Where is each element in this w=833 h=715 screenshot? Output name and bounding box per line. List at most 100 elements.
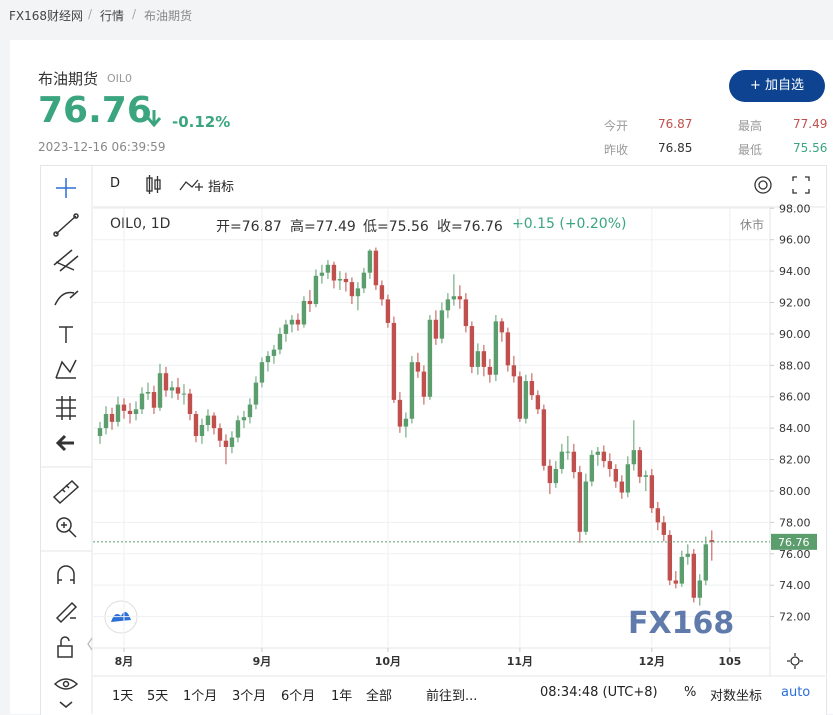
stat-label: 最低 (738, 143, 763, 157)
breadcrumb-link[interactable]: 行情 (100, 9, 125, 23)
candle-body (361, 272, 367, 289)
candle-body (493, 321, 499, 375)
candle-body (607, 461, 613, 469)
candle-body (475, 351, 481, 367)
candle-body (631, 450, 637, 465)
left-tools[interactable] (52, 178, 80, 708)
candle-body (571, 451, 577, 473)
clock: 08:34:48 (UTC+8) (540, 685, 658, 700)
range-button[interactable]: 6个月 (281, 689, 316, 704)
y-tick-label: 78.00 (779, 516, 811, 529)
stat-value: 76.87 (658, 117, 693, 131)
range-button[interactable]: 全部 (366, 689, 393, 704)
top-tools[interactable] (87, 175, 810, 669)
indicators-button[interactable]: 指标 (208, 180, 235, 195)
candle-body (469, 326, 475, 367)
candle-body (685, 553, 691, 557)
candle-body (481, 351, 487, 367)
x-tick-label: 9月 (253, 655, 272, 668)
candle-body (325, 264, 331, 273)
candle-body (145, 392, 151, 394)
candle-body (583, 481, 589, 532)
candle-body (193, 414, 199, 436)
breadcrumb-current: 布油期货 (144, 9, 193, 23)
candle-body (517, 376, 523, 419)
candle-body (589, 454, 595, 482)
x-tick-label: 10月 (375, 655, 401, 668)
goto-button[interactable]: 前往到... (426, 689, 478, 704)
candle-body (133, 409, 139, 415)
candle-body (187, 393, 193, 415)
candle-body (661, 522, 667, 535)
range-button[interactable]: 1天 (112, 689, 134, 704)
y-tick-label: 92.00 (779, 297, 811, 310)
range-button[interactable]: 3个月 (232, 689, 267, 704)
candle-body (331, 264, 337, 281)
candle-body (421, 371, 427, 397)
candle-body (229, 437, 235, 447)
candle-body (157, 373, 163, 408)
candle-body (349, 282, 355, 297)
instrument-name: 布油期货 (38, 70, 99, 88)
candle-body (289, 319, 295, 325)
candle-body (97, 428, 103, 436)
candle-body (505, 332, 511, 366)
candle-body (367, 250, 373, 273)
y-tick-label: 90.00 (779, 328, 811, 341)
candle-body (127, 410, 133, 415)
symbol-label[interactable]: OIL0, 1D (110, 216, 171, 232)
candle-body (397, 399, 403, 427)
price-badge (771, 533, 817, 550)
candle-body (109, 414, 115, 422)
candle-body (625, 464, 631, 493)
price-badge-label: 76.76 (778, 536, 810, 549)
last-price: 76.76 (38, 90, 152, 131)
x-tick-label: 8月 (115, 655, 134, 668)
interval-button[interactable]: D (110, 176, 121, 191)
instrument-code: OIL0 (107, 72, 133, 85)
candle-body (679, 556, 685, 584)
range-button[interactable]: 1年 (331, 689, 353, 704)
range-button[interactable]: 5天 (147, 689, 169, 704)
candle-body (277, 333, 283, 350)
y-tick-label: 86.00 (779, 391, 811, 404)
candle-body (565, 451, 571, 453)
candle-body (283, 324, 289, 334)
toolbars (40, 166, 825, 714)
candle-body (301, 300, 307, 325)
x-tick-label: 11月 (507, 655, 533, 668)
range-button[interactable]: 1个月 (183, 689, 218, 704)
candle-body (445, 299, 451, 311)
ohlc-open: 开=76.87 (216, 219, 282, 235)
candle-body (181, 393, 187, 395)
candle-body (199, 425, 205, 436)
candle-body (163, 373, 169, 391)
candle-body (313, 275, 319, 305)
candle-body (391, 322, 397, 400)
candle-body (223, 440, 229, 447)
candle-body (559, 451, 565, 469)
candle-body (307, 300, 313, 305)
down-arrow (146, 110, 162, 128)
auto-toggle[interactable]: auto (781, 685, 811, 700)
percent-toggle[interactable]: % (684, 685, 697, 700)
y-tick-label: 94.00 (779, 265, 811, 278)
breadcrumb-link[interactable]: FX168财经网 (9, 9, 84, 23)
candle-body (403, 418, 409, 427)
log-toggle[interactable]: 对数坐标 (710, 689, 763, 704)
candle-body (121, 404, 127, 411)
candle-body (463, 299, 469, 327)
candle-body (265, 355, 271, 363)
candle-body (295, 319, 301, 325)
y-tick-label: 74.00 (779, 579, 811, 592)
candle-body (205, 415, 211, 425)
candle-body (619, 481, 625, 493)
y-tick-label: 72.00 (779, 611, 811, 624)
candle-body (529, 381, 535, 396)
candle-body (115, 404, 121, 422)
candle-body (547, 465, 553, 484)
candle-body (253, 382, 259, 405)
add-watchlist-button[interactable]: + 加自选 (729, 70, 825, 102)
candle-body (511, 365, 517, 377)
